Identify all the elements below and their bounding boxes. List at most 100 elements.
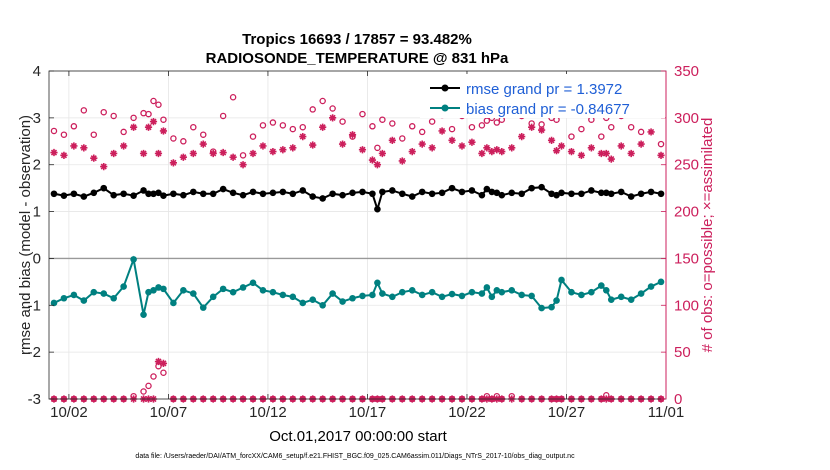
y-right-tick-label-3: 150: [674, 250, 699, 267]
bias-line: [53, 255, 662, 315]
assimilated-obs-point-28: [309, 141, 317, 149]
rmse-point-63: [607, 190, 615, 198]
bias-point-52: [518, 291, 526, 299]
bias-point-36: [379, 290, 386, 297]
bias-point-27: [299, 299, 307, 307]
assimilated-obs-point-7: [120, 142, 128, 150]
assimilated-obs-point-13: [159, 127, 168, 135]
bias-point-4: [90, 288, 98, 296]
possible-obs-point-37: [389, 120, 396, 127]
assimilated-obs-point-51: [508, 144, 516, 152]
assimilated-obs-point-36: [378, 149, 386, 158]
assimilated-obs-point-25: [279, 146, 287, 154]
rmse-point-30: [329, 190, 336, 198]
rmse-point-32: [349, 189, 356, 197]
assimilated-obs-point-58: [567, 147, 576, 156]
bias-point-46: [478, 290, 486, 297]
bias-point-59: [578, 291, 585, 299]
assimilated-obs-point-44: [458, 142, 466, 150]
possible-obs-point-49: [493, 119, 501, 126]
bias-point-11: [150, 286, 157, 294]
assimilated-obs-point-42: [438, 127, 446, 135]
assimilated-obs-point-38: [398, 157, 406, 165]
y-left-tick-label-6: 3: [33, 110, 41, 127]
rmse-point-12: [155, 189, 162, 197]
possible-obs-point-65: [627, 123, 635, 131]
rmse-point-22: [249, 188, 257, 196]
possible-obs-point-38: [399, 135, 406, 142]
rmse-point-47: [483, 185, 491, 193]
bias-point-29: [319, 301, 326, 309]
assimilated-obs-point-4: [90, 154, 98, 162]
assimilated-obs-point-46: [478, 149, 486, 158]
data-file-footnote: data file: /Users/raeder/DAI/ATM_forcXX/…: [135, 453, 575, 460]
assimilated-obs-point-64: [617, 142, 625, 150]
x-tick-label-0: 10/02: [50, 404, 88, 421]
rmse-point-60: [588, 187, 595, 194]
gridlines: [49, 70, 667, 400]
bias-point-31: [339, 298, 346, 305]
assimilated-obs-point-55: [547, 136, 556, 144]
y-right-tick-label-0: 0: [674, 391, 682, 408]
possible-obs-point-31: [339, 118, 346, 125]
bias-point-28: [309, 296, 317, 303]
bias-point-53: [528, 292, 535, 300]
bias-point-12: [155, 284, 162, 291]
assimilated-obs-point-60: [587, 144, 595, 152]
possible-obs-point-12: [155, 101, 162, 108]
possible-obs-point-68: [657, 140, 665, 148]
bias-point-20: [229, 288, 237, 296]
y-right-tick-label-5: 250: [674, 157, 699, 174]
bias-point-18: [209, 293, 217, 301]
rmse-point-27: [299, 187, 307, 194]
rmse-point-26: [289, 190, 297, 198]
assimilated-obs-point-33: [358, 146, 367, 154]
bias-point-40: [418, 291, 426, 299]
y-left-tick-label-0: -3: [28, 391, 41, 408]
rmse-point-4: [90, 189, 98, 197]
possible-obs-point-41: [428, 118, 436, 125]
rmse-point-5: [100, 184, 108, 192]
assimilated-obs-point-29: [319, 123, 327, 131]
rmse-point-48: [488, 188, 496, 196]
rmse-point-21: [239, 191, 247, 199]
possible-obs-point-29: [319, 97, 326, 105]
possible-obs-point-20: [229, 93, 237, 101]
rmse-point-42: [438, 189, 446, 197]
assimilated-obs-point-30: [329, 114, 337, 122]
rmse-point-6: [110, 191, 117, 199]
assimilated-obs-point-68: [657, 151, 665, 159]
bias-point-7: [120, 283, 127, 290]
bias-point-60: [588, 288, 595, 296]
bias-point-50: [498, 288, 506, 296]
rmse-point-11: [150, 190, 157, 198]
rmse-point-46: [478, 191, 486, 199]
possible-obs-point-23: [259, 122, 267, 129]
assimilated-obs-point-61: [597, 149, 605, 158]
bias-point-57: [558, 276, 565, 284]
possible-obs-point-15: [180, 138, 187, 145]
possible-obs-point-36: [379, 116, 386, 123]
rmse-point-53: [528, 184, 535, 192]
bias-point-62: [602, 286, 610, 294]
rmse-point-36: [379, 188, 386, 196]
bias-point-16: [189, 290, 197, 297]
possible-obs-point-21: [239, 152, 247, 159]
rmse-point-66: [637, 190, 645, 198]
assimilated-obs-point-16: [189, 149, 197, 158]
y-left-tick-label-7: 4: [33, 63, 41, 80]
assimilated-obs-point-47: [483, 144, 491, 152]
assimilated-obs-point-19: [219, 148, 227, 157]
possible-obs-point-43: [448, 125, 456, 133]
legend-bias-marker: [441, 104, 449, 112]
legend-rmse-marker: [441, 84, 449, 92]
bias-point-39: [408, 286, 416, 294]
assimilated-obs-point-23: [259, 142, 267, 150]
bias-point-34: [369, 291, 376, 299]
rmse-point-45: [468, 187, 476, 194]
bias-point-9: [140, 311, 147, 318]
bias-point-35: [374, 279, 381, 287]
assimilated-obs-point-54: [538, 126, 546, 134]
assimilated-obs-point-20: [229, 153, 237, 161]
assimilated-obs-point-49: [493, 146, 501, 154]
